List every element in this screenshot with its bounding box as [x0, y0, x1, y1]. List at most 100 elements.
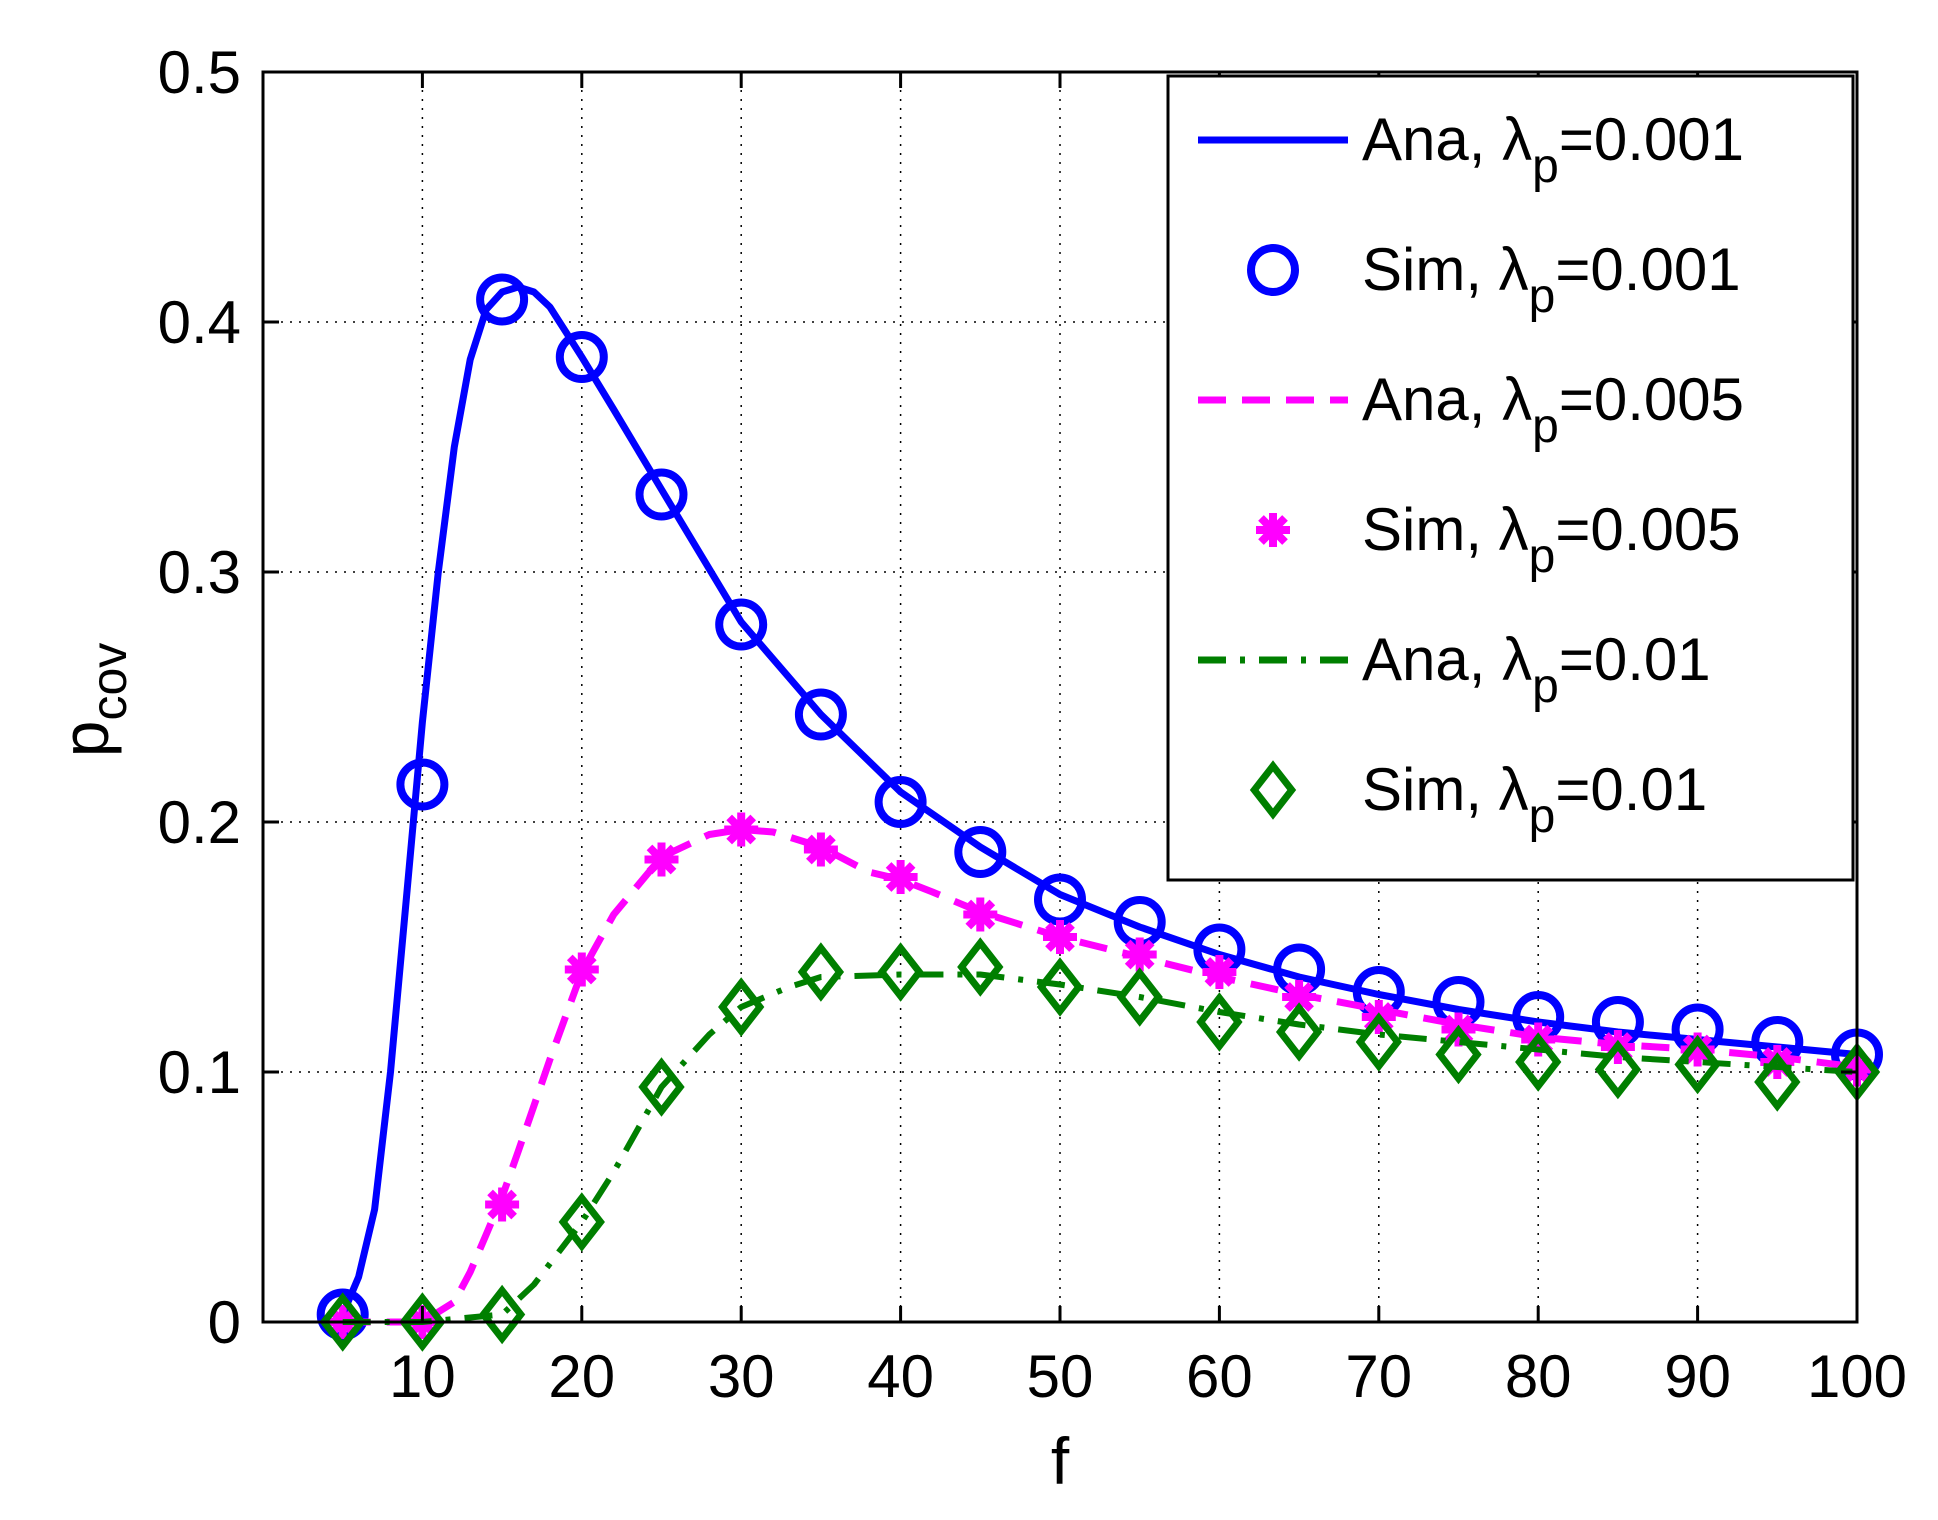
y-tick-label: 0.4 [158, 289, 241, 356]
x-axis-title: f [1051, 1424, 1070, 1498]
x-tick-label: 80 [1505, 1343, 1572, 1410]
data-point-sim-001 [558, 1192, 605, 1252]
legend-label-main: Ana, λ [1362, 366, 1532, 433]
legend-label-sub: p [1529, 530, 1556, 583]
asterisk-stroke [1284, 982, 1314, 1012]
legend-label-main: Sim, λ [1362, 756, 1529, 823]
legend-label: Sim, λp=0.01 [1362, 756, 1707, 843]
series-line-ana-0001 [339, 283, 1858, 1316]
data-point-sim-0005 [724, 812, 759, 847]
legend-swatch-marker [1256, 513, 1290, 547]
data-point-sim-001 [1515, 1032, 1562, 1092]
data-point-sim-001 [638, 1057, 685, 1117]
data-point-sim-001 [1355, 1012, 1402, 1072]
asterisk-stroke [1204, 957, 1235, 987]
data-point-sim-0005 [803, 832, 838, 867]
asterisk-stroke [1045, 922, 1075, 952]
data-point-sim-0005 [1202, 955, 1237, 989]
x-tick-label: 100 [1807, 1343, 1907, 1410]
x-tick-label: 90 [1664, 1343, 1731, 1410]
legend-label: Sim, λp=0.001 [1362, 236, 1741, 323]
asterisk-stroke [1258, 515, 1288, 545]
x-tick-label: 20 [548, 1343, 615, 1410]
x-tick-label: 50 [1027, 1343, 1094, 1410]
legend-item-sim-0001: Sim, λp=0.001 [1247, 236, 1741, 323]
legend-label-main: Ana, λ [1362, 106, 1532, 173]
legend-label-sub: p [1529, 270, 1556, 323]
y-axis-title: pcov [48, 643, 137, 758]
data-point-sim-0005 [1043, 920, 1077, 954]
y-tick-label: 0.5 [158, 39, 241, 106]
legend-label-value: =0.001 [1555, 236, 1740, 303]
asterisk-stroke [1682, 1034, 1713, 1065]
legend-item-sim-0005: Sim, λp=0.005 [1256, 496, 1741, 583]
data-point-sim-001 [957, 937, 1004, 997]
data-point-sim-001 [797, 942, 845, 1002]
legend-label-sub: p [1532, 660, 1559, 713]
asterisk-stroke [566, 954, 597, 985]
data-point-sim-0001 [794, 688, 847, 741]
data-point-sim-0005 [1122, 937, 1157, 972]
asterisk-stroke [646, 844, 677, 875]
data-point-sim-001 [877, 942, 924, 1002]
y-tick-label: 0 [208, 1289, 241, 1356]
legend-label-sub: p [1532, 140, 1559, 193]
data-point-sim-001 [1196, 992, 1243, 1052]
data-point-sim-0001 [954, 826, 1007, 878]
data-point-sim-0005 [564, 952, 599, 987]
data-point-sim-0005 [644, 842, 679, 877]
legend-swatch-marker [1249, 760, 1297, 820]
legend-label-main: Sim, λ [1362, 236, 1529, 303]
legend-item-ana-0005: Ana, λp=0.005 [1198, 366, 1744, 453]
data-point-sim-0001 [555, 331, 608, 383]
legend-label-sub: p [1532, 400, 1559, 453]
legend-label-value: =0.01 [1559, 626, 1711, 693]
data-point-sim-0005 [485, 1187, 520, 1222]
data-point-sim-001 [1116, 967, 1163, 1027]
data-point-sim-001 [1674, 1034, 1721, 1095]
y-tick-label: 0.3 [158, 539, 241, 606]
legend-box [1166, 74, 1855, 882]
data-point-sim-001 [478, 1284, 526, 1345]
x-tick-label: 30 [708, 1343, 775, 1410]
x-tick-label: 40 [867, 1343, 934, 1410]
data-point-sim-0005 [1282, 980, 1317, 1014]
data-point-sim-001 [1275, 1002, 1323, 1062]
data-point-sim-0005 [883, 860, 918, 894]
asterisk-stroke [965, 899, 996, 930]
legend-item-ana-0001: Ana, λp=0.001 [1198, 106, 1744, 193]
legend-label-sub: p [1529, 790, 1556, 843]
data-point-sim-0001 [635, 468, 688, 521]
data-point-sim-0005 [963, 897, 998, 932]
y-tick-labels: 0 0.1 0.2 0.3 0.4 0.5 [158, 39, 241, 1356]
legend-item-ana-001: Ana, λp=0.01 [1198, 626, 1711, 713]
series-ana-0001 [339, 283, 1858, 1316]
data-point-sim-001 [1754, 1052, 1801, 1112]
legend-label: Ana, λp=0.001 [1362, 106, 1744, 193]
x-tick-label: 10 [389, 1343, 456, 1410]
x-tick-label: 60 [1186, 1343, 1253, 1410]
data-point-sim-001 [1435, 1024, 1482, 1085]
y-axis-title-sub: cov [81, 643, 137, 721]
data-point-sim-001 [1594, 1039, 1642, 1100]
data-point-sim-0001 [396, 758, 449, 811]
data-point-sim-0001 [715, 598, 768, 651]
data-point-sim-0001 [476, 273, 529, 326]
legend-label-value: =0.005 [1555, 496, 1740, 563]
legend-label: Ana, λp=0.005 [1362, 366, 1744, 453]
x-tick-labels: 10 20 30 40 50 60 70 80 90 100 [389, 1343, 1907, 1410]
y-axis-title-main: p [48, 721, 122, 758]
y-tick-label: 0.1 [158, 1039, 241, 1106]
legend-label: Ana, λp=0.01 [1362, 626, 1711, 713]
legend-label-value: =0.01 [1555, 756, 1707, 823]
data-point-sim-001 [399, 1292, 446, 1352]
data-point-sim-001 [718, 977, 765, 1037]
asterisk-stroke [885, 862, 916, 892]
y-tick-label: 0.2 [158, 789, 241, 856]
x-tick-label: 70 [1345, 1343, 1412, 1410]
legend-label-value: =0.001 [1559, 106, 1744, 173]
legend-label-main: Ana, λ [1362, 626, 1532, 693]
legend-label-main: Sim, λ [1362, 496, 1529, 563]
